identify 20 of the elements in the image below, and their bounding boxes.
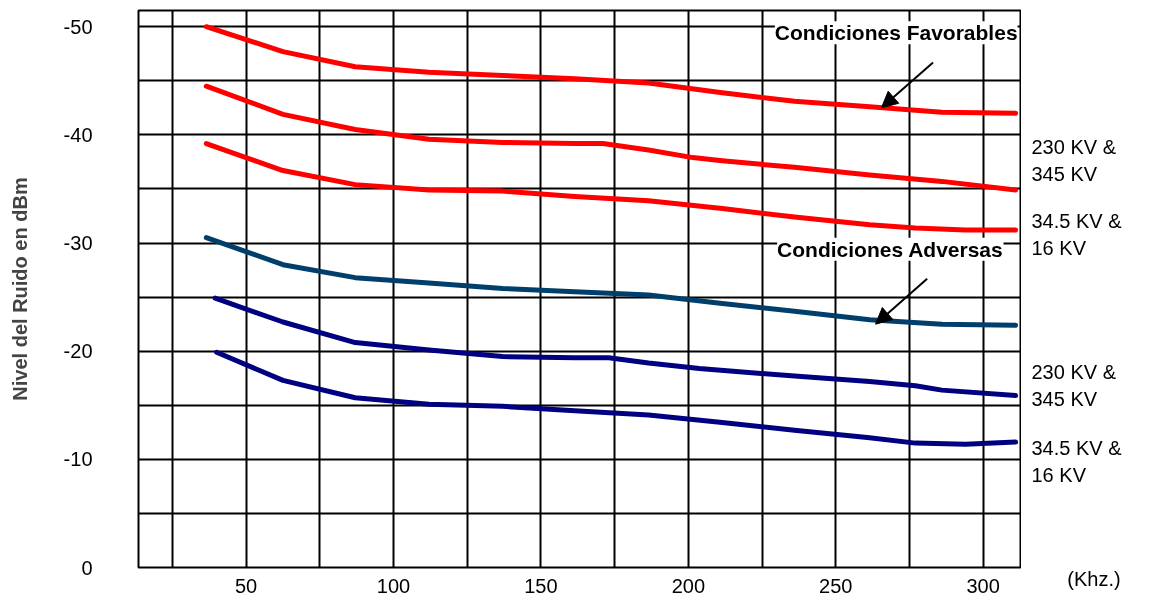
- x-axis-title: (Khz.): [1067, 567, 1121, 590]
- y-tick-label: -40: [63, 123, 93, 146]
- text: 230 KV & 345 KV: [1031, 361, 1117, 410]
- annotation: Condiciones Favorables: [774, 21, 1018, 45]
- y-tick-label: 0: [81, 556, 93, 579]
- annotation: Condiciones Adversas: [777, 237, 1003, 261]
- y-axis-title: Nivel del Ruido en dBm: [8, 177, 31, 401]
- x-tick-label: 150: [524, 574, 558, 597]
- x-tick-label: 50: [234, 574, 258, 597]
- x-tick-label: 250: [819, 574, 853, 597]
- x-tick-label: 200: [671, 574, 706, 597]
- y-tick-label: -10: [63, 448, 93, 471]
- y-tick-label: -30: [63, 232, 93, 255]
- x-tick-label: 100: [376, 574, 411, 597]
- text: 230 KV & 345 KV: [1031, 136, 1117, 185]
- text: 34.5 KV & 16 KV: [1031, 210, 1123, 259]
- text: 34.5 KV & 16 KV: [1031, 437, 1123, 486]
- y-tick-label: -20: [63, 340, 93, 363]
- x-tick-label: 300: [966, 574, 1000, 597]
- y-tick-label: -50: [63, 15, 93, 38]
